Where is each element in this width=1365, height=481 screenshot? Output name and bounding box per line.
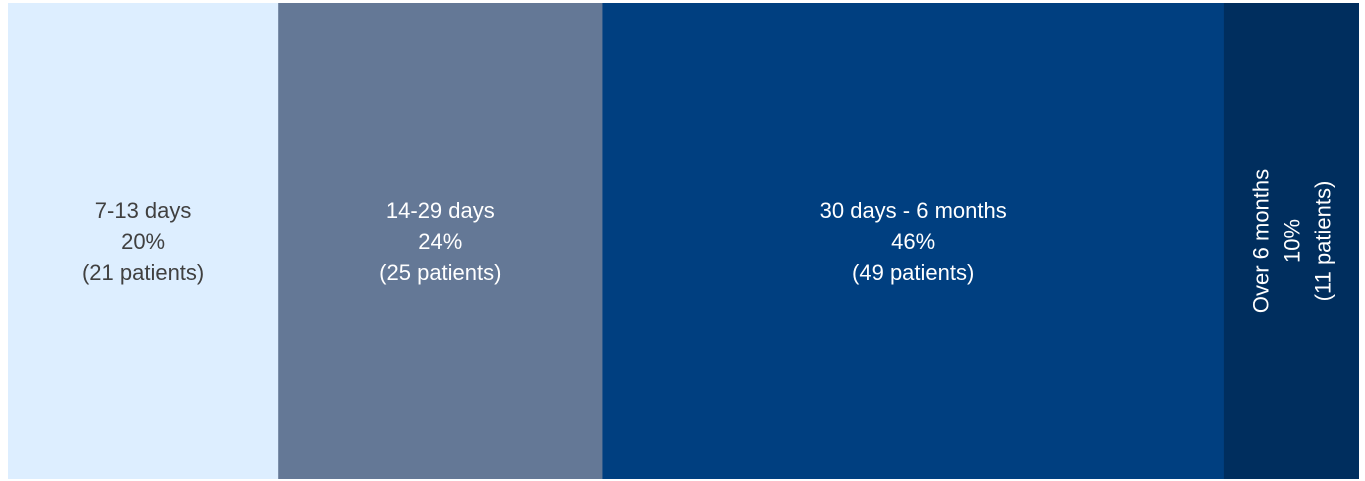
data-label-over-6-months-line-3: (11 patients): [1310, 181, 1335, 302]
bar-segment-over-6-months: [1223, 3, 1359, 479]
data-label-30-days-6-months-line-2: 46%: [891, 229, 935, 254]
bar-segment-14-29-days: [278, 3, 603, 479]
data-label-30-days-6-months-line-3: (49 patients): [852, 260, 974, 285]
data-label-7-13-days: 7-13 days 20% (21 patients): [82, 198, 204, 285]
data-label-30-days-6-months-line-1: 30 days - 6 months: [820, 198, 1007, 223]
data-label-14-29-days-line-2: 24%: [418, 229, 462, 254]
data-label-over-6-months-line-2: 10%: [1279, 219, 1304, 263]
data-label-7-13-days-line-3: (21 patients): [82, 260, 204, 285]
data-label-7-13-days-line-1: 7-13 days: [95, 198, 192, 223]
segments-group: [8, 3, 1359, 479]
stacked-bar-chart: 7-13 days 20% (21 patients) 14-29 days 24% (2…: [8, 3, 1359, 479]
bar-segment-30-days-6-months: [602, 3, 1225, 479]
data-label-over-6-months: Over 6 months 10% (11 patients): [1248, 169, 1335, 313]
data-label-over-6-months-line-1: Over 6 months: [1248, 169, 1273, 313]
data-label-14-29-days-line-1: 14-29 days: [386, 198, 495, 223]
data-label-14-29-days: 14-29 days 24% (25 patients): [379, 198, 501, 285]
labels-group: 7-13 days 20% (21 patients) 14-29 days 24% (2…: [82, 169, 1335, 313]
bar-segment-7-13-days: [8, 3, 279, 479]
data-label-30-days-6-months: 30 days - 6 months 46% (49 patients): [820, 198, 1007, 285]
data-label-14-29-days-line-3: (25 patients): [379, 260, 501, 285]
data-label-7-13-days-line-2: 20%: [121, 229, 165, 254]
